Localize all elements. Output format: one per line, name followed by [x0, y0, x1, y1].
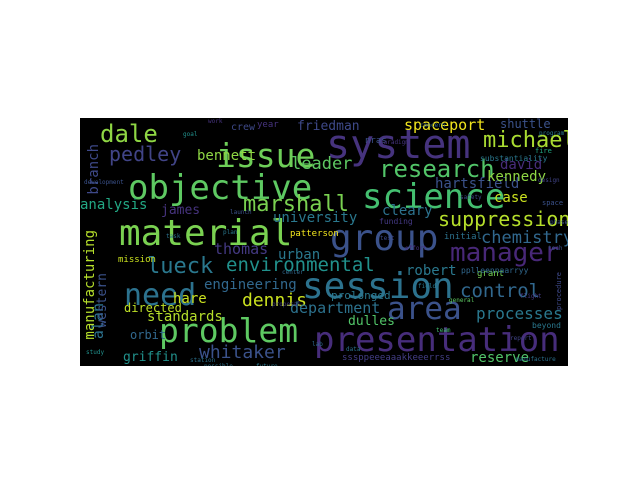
word-field: field	[418, 283, 437, 290]
word-dale: dale	[100, 120, 158, 148]
word-kennedy: kennedy	[487, 169, 547, 185]
word-test: test	[380, 235, 395, 242]
word-bennett: bennett	[197, 148, 257, 164]
word-work: work	[208, 118, 223, 125]
word-year: year	[257, 120, 279, 130]
word-phase: phase	[550, 219, 568, 226]
word-initial: initial	[444, 232, 482, 242]
word-funding: funding	[379, 217, 413, 226]
word-area: area	[387, 291, 462, 327]
word-prolonged: prolonged	[331, 289, 391, 302]
word-branch: branch	[86, 144, 102, 195]
word-launch: launch	[230, 209, 252, 216]
word-hartsfield: hartsfield	[435, 176, 520, 192]
word-need: need	[124, 278, 197, 313]
word-space: space	[542, 199, 564, 207]
word-marshall: marshall	[243, 192, 349, 217]
word-grant: grant	[477, 269, 505, 279]
word-engineering: engineering	[204, 277, 297, 293]
word-plan: plan	[223, 229, 238, 236]
word-patterson: patterson	[290, 229, 339, 239]
word-future: future	[256, 364, 278, 367]
word-shuttle: shuttle	[500, 118, 551, 131]
word-program: program	[539, 130, 565, 137]
word-environmental: environmental	[226, 254, 375, 276]
word-group: group	[330, 218, 439, 259]
word-safety: safety	[460, 194, 482, 201]
word-objective: objective	[128, 168, 313, 208]
word-science: science	[362, 177, 506, 217]
word-system: system	[326, 122, 471, 168]
word-effort: effort	[405, 245, 427, 252]
word-session: session	[302, 266, 454, 307]
word-flight: flight	[520, 293, 542, 300]
word-fire: fire	[535, 147, 552, 155]
word-development: development	[84, 179, 124, 186]
word-robert: robert	[406, 263, 457, 279]
word-sssppeeeaaakkeeerrss: sssppeeeaaakkeeerrss	[342, 353, 451, 363]
word-task: task	[166, 233, 181, 240]
word-pedley: pedley	[109, 142, 182, 166]
word-lueck: lueck	[147, 254, 214, 279]
word-material: material	[119, 213, 293, 254]
word-griffin: griffin	[123, 350, 178, 365]
word-university: university	[273, 210, 358, 226]
word-data: data	[346, 346, 361, 353]
word-problem: problem	[159, 311, 299, 350]
word-dulles: dulles	[348, 314, 395, 329]
word-cloud: system objective material science issue group…	[80, 118, 568, 366]
word-substantiality: substantiality	[480, 154, 548, 163]
word-station: station	[190, 357, 216, 364]
word-design: design	[538, 177, 560, 184]
word-suppression: suppression	[438, 207, 568, 231]
word-tech: tech	[548, 245, 563, 252]
word-presentation: presentation	[314, 320, 560, 360]
word-proposal: proposal	[272, 301, 301, 308]
word-michael: michael	[483, 128, 568, 153]
word-general: general	[449, 297, 475, 304]
word-pplleennaarryy: pplleennaarryy	[461, 266, 529, 275]
word-paradigm: paradigm	[380, 139, 409, 146]
word-control: control	[460, 280, 541, 302]
word-concern: concern	[420, 122, 446, 129]
word-urban: urban	[278, 247, 321, 263]
word-western: western	[95, 273, 110, 328]
word-leader: leader	[291, 154, 353, 174]
word-orbit: orbit	[130, 328, 167, 342]
word-mission: mission	[118, 255, 156, 265]
word-crew: crew	[231, 122, 256, 133]
word-procedure: procedure	[555, 272, 563, 310]
word-lab: lab	[312, 341, 323, 348]
word-manager: manager	[450, 238, 560, 268]
word-study: study	[86, 349, 105, 356]
word-thomas: thomas	[214, 240, 269, 258]
word-friedman: friedman	[297, 119, 360, 134]
word-goal: goal	[183, 131, 198, 138]
word-manufacture: manufacture	[516, 356, 556, 363]
word-cleary: cleary	[382, 203, 433, 219]
word-analysis: analysis	[80, 197, 148, 213]
word-beyond: beyond	[532, 321, 561, 330]
word-reserve: reserve	[470, 350, 530, 366]
word-david: david	[500, 157, 543, 173]
word-whitaker: whitaker	[199, 342, 286, 363]
word-standards: standards	[147, 309, 223, 325]
word-spaceport: spaceport	[404, 118, 486, 134]
word-chemistry: chemistry	[481, 228, 568, 248]
word-possible: possible	[204, 364, 233, 367]
word-report: report	[510, 335, 532, 342]
word-issue: issue	[216, 136, 316, 175]
word-center: center	[282, 269, 304, 276]
word-processes: processes	[476, 304, 563, 323]
word-dennis: dennis	[242, 290, 308, 311]
word-directed: directed	[124, 301, 182, 315]
word-team: team	[436, 327, 451, 334]
word-hare: hare	[173, 291, 207, 307]
word-case: case	[494, 190, 528, 206]
word-james: james	[161, 203, 201, 218]
word-research: research	[379, 155, 495, 183]
word-department: department	[290, 299, 381, 317]
word-nras: nras	[365, 136, 387, 146]
